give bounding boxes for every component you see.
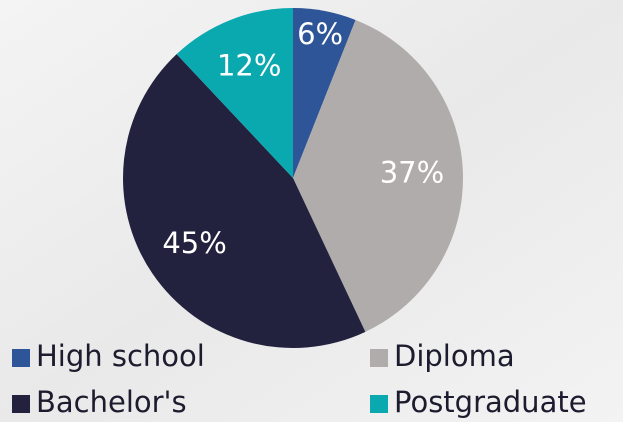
slice-label: 6% [297, 17, 343, 51]
legend-swatch [370, 395, 388, 413]
pie-slice [293, 8, 356, 178]
legend-swatch [12, 349, 30, 367]
legend-label: Bachelor's [36, 385, 187, 419]
slice-label: 37% [380, 155, 444, 189]
legend-label: Diploma [394, 339, 515, 373]
legend-label: High school [36, 339, 205, 373]
legend-swatch [12, 395, 30, 413]
slice-label: 12% [217, 48, 281, 82]
pie-slice [293, 19, 463, 332]
legend-label: Postgraduate [394, 385, 587, 419]
pie-slice [176, 8, 293, 178]
legend-swatch [370, 349, 388, 367]
pie-slice [123, 54, 366, 348]
slice-label: 45% [162, 226, 226, 260]
